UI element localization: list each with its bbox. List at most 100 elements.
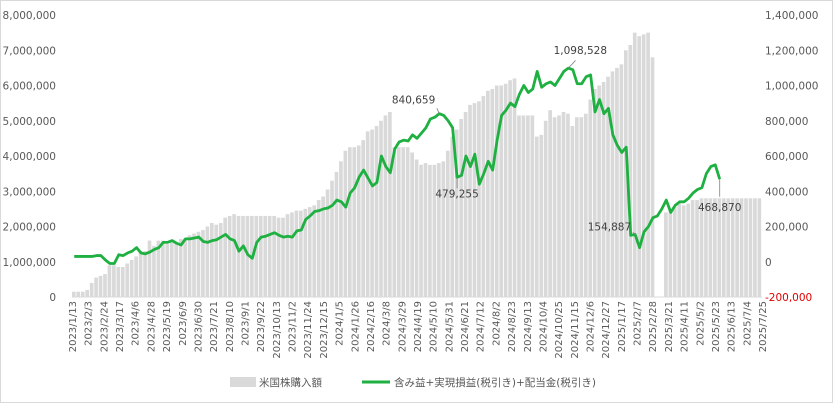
bar — [103, 274, 107, 297]
bar — [445, 150, 450, 297]
x-tick-label: 2023/9/22 — [256, 301, 267, 352]
bar — [365, 131, 370, 297]
left-y-tick: 6,000,000 — [3, 81, 56, 93]
x-tick-label: 2024/10/25 — [554, 301, 565, 359]
bar — [624, 50, 628, 297]
bar — [134, 256, 138, 297]
bar — [98, 275, 103, 297]
x-tick-label: 2024/12/27 — [601, 301, 612, 359]
bar — [361, 140, 365, 297]
bar — [303, 208, 308, 298]
bar — [530, 115, 535, 298]
bar — [632, 32, 637, 298]
bar — [312, 205, 317, 297]
bar — [490, 89, 495, 298]
bar — [508, 80, 512, 298]
x-tick-label: 2023/6/9 — [178, 301, 189, 346]
x-tick-label: 2025/2/28 — [648, 301, 659, 352]
bar — [499, 85, 503, 297]
bar — [223, 217, 227, 297]
bar — [267, 215, 272, 297]
bar — [721, 198, 726, 297]
right-y-tick: 400,000 — [765, 186, 808, 198]
x-tick-label: 2023/11/2 — [288, 301, 299, 352]
x-tick-label: 2025/4/11 — [680, 301, 691, 352]
left-y-tick: 4,000,000 — [3, 151, 56, 163]
bar — [352, 147, 357, 297]
bar — [494, 85, 499, 297]
x-tick-label: 2024/2/16 — [366, 301, 377, 352]
left-y-tick: 1,000,000 — [3, 257, 56, 269]
bar — [156, 240, 161, 297]
legend-label-bar: 米国株購入額 — [259, 376, 322, 389]
bar — [410, 152, 414, 297]
bar — [468, 104, 472, 297]
bar — [107, 265, 112, 297]
bar — [370, 129, 374, 297]
bar — [165, 244, 170, 298]
bar — [739, 198, 744, 297]
bar — [254, 215, 259, 297]
x-tick-label: 2023/3/17 — [115, 301, 126, 352]
bar — [316, 200, 321, 297]
x-tick-label: 2024/5/31 — [444, 301, 455, 352]
left-y-tick: 2,000,000 — [3, 222, 56, 234]
right-y-tick: 200,000 — [765, 222, 808, 234]
x-tick-label: 2023/11/24 — [303, 301, 314, 359]
bar — [218, 222, 223, 297]
right-y-tick-negative: -200,000 — [765, 292, 812, 304]
left-y-tick: 5,000,000 — [3, 116, 56, 128]
bar — [290, 212, 294, 297]
x-tick-label: 2024/1/26 — [350, 301, 361, 352]
bar — [526, 115, 530, 298]
x-tick-label: 2023/2/3 — [84, 301, 95, 346]
bar — [615, 67, 619, 298]
bar — [143, 251, 147, 297]
bar — [672, 207, 677, 297]
x-tick-label: 2023/1/13 — [68, 301, 79, 352]
bar — [76, 291, 81, 297]
bar — [147, 240, 152, 297]
x-tick-label: 2024/11/15 — [570, 301, 581, 359]
x-tick-label: 2023/4/6 — [131, 301, 142, 346]
bar — [454, 129, 459, 297]
bar — [566, 113, 570, 297]
bar — [641, 34, 646, 297]
x-tick-label: 2023/8/10 — [225, 301, 236, 352]
right-y-tick: 800,000 — [765, 116, 808, 128]
bar — [379, 120, 383, 297]
bar — [120, 267, 125, 297]
bar — [681, 205, 686, 297]
bar — [432, 164, 437, 297]
legend-label-line: 含み益+実現損益(税引き)+配当金(税引き) — [394, 376, 596, 389]
bar — [753, 198, 757, 297]
bar — [450, 136, 455, 297]
x-tick-label: 2025/7/25 — [758, 301, 769, 352]
bar — [80, 291, 85, 297]
bar — [89, 282, 94, 297]
bar — [503, 83, 508, 298]
bar — [517, 115, 521, 298]
bar — [245, 215, 250, 297]
bar — [543, 120, 548, 297]
annotations: 840,659 479,255 1,098,528 154,887 468,87… — [392, 45, 741, 235]
annotation-label: 468,870 — [698, 202, 741, 214]
bar — [401, 147, 406, 297]
x-tick-label: 2023/5/19 — [162, 301, 173, 352]
bar-series — [72, 32, 762, 298]
annotation-label: 479,255 — [435, 188, 478, 200]
x-tick-label: 2024/8/23 — [507, 301, 518, 352]
bar — [646, 32, 650, 298]
bar — [481, 96, 486, 297]
bar — [628, 44, 633, 298]
bar — [459, 118, 463, 298]
x-axis-ticks: 2023/1/13 2023/2/3 2023/2/24 2023/3/17 2023/… — [68, 301, 769, 359]
bar — [561, 111, 566, 297]
bar — [339, 161, 343, 297]
bar — [579, 117, 584, 297]
bar — [583, 113, 588, 297]
bar — [396, 147, 401, 297]
x-tick-label: 2023/2/24 — [99, 301, 110, 352]
bar — [236, 215, 241, 297]
